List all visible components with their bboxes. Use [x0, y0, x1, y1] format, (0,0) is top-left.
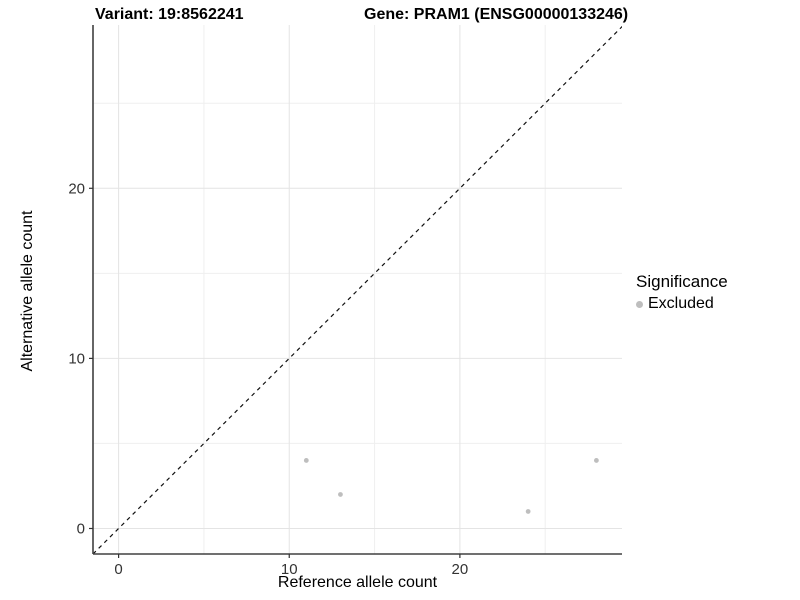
- y-tick-label: 10: [68, 350, 85, 367]
- y-axis-label: Alternative allele count: [19, 210, 36, 372]
- identity-line: [93, 25, 622, 554]
- legend-item-label: Excluded: [648, 295, 714, 312]
- legend-title: Significance: [636, 272, 728, 291]
- x-tick-label: 20: [452, 561, 469, 578]
- legend: Significance Excluded: [636, 272, 728, 313]
- variant-title: Variant: 19:8562241: [95, 6, 244, 23]
- data-point: [303, 458, 309, 463]
- legend-point-icon: [636, 300, 643, 308]
- data-point-layer: [303, 458, 599, 514]
- y-tick-label: 0: [77, 520, 85, 537]
- grid-layer: [93, 25, 622, 554]
- x-axis-label: Reference allele count: [277, 574, 438, 591]
- identity-line-layer: [93, 25, 622, 554]
- data-point: [594, 458, 599, 463]
- data-point: [525, 509, 531, 514]
- axis-layer: 0 10 20 0 10 20: [68, 25, 622, 578]
- x-tick-label: 0: [114, 561, 122, 578]
- y-tick-label: 20: [68, 180, 85, 197]
- gene-title: Gene: PRAM1 (ENSG00000133246): [364, 6, 629, 23]
- data-point: [338, 492, 343, 497]
- x-tick-label: 10: [281, 561, 298, 578]
- legend-item: Excluded: [636, 295, 728, 313]
